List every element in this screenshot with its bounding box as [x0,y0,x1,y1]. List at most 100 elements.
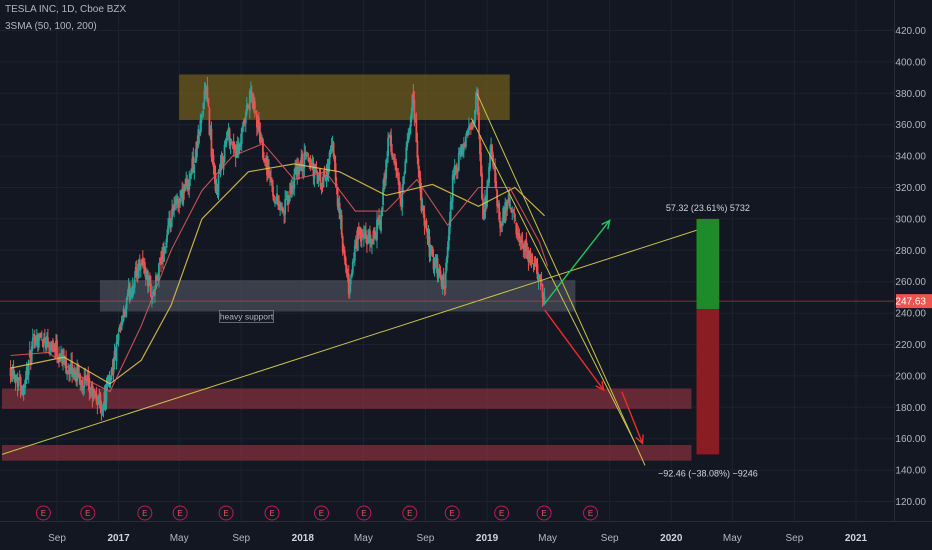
candle-down [321,184,324,188]
candle-up [165,243,167,245]
candle-up [430,245,433,247]
candle-up [131,285,134,297]
price-tick-label: 160.00 [895,434,926,445]
earnings-marker-label: E [588,509,593,518]
candle-down [463,146,466,148]
candle-down [525,240,528,252]
candle-up [132,288,135,290]
candle-up [462,143,465,152]
earnings-marker [583,505,599,521]
candle-up [370,242,372,244]
candle-up [49,347,51,351]
candle-down [26,368,29,376]
price-tick-label: 340.00 [895,152,926,163]
candle-up [225,138,228,143]
candle-up [117,333,120,341]
candle-down [468,125,471,129]
candle-up [197,129,200,146]
candle-up [69,367,72,374]
time-tick-label: May [538,533,557,544]
candle-down [359,228,362,242]
candle-down [343,250,346,260]
candle-up [200,114,203,123]
candle-up [51,343,53,348]
candle-up [401,186,404,208]
candle-down [344,257,347,266]
candle-down [100,406,103,412]
candle-down [91,383,94,399]
candle-down [379,220,381,230]
arrow-head [635,434,644,445]
candle-down [397,177,400,181]
earnings-marker [444,505,460,521]
candle-down [81,379,84,387]
candle-up [459,146,462,157]
candle-up [37,339,40,348]
candle-up [286,195,289,198]
candle-up [167,225,169,235]
candle-down [369,230,371,243]
candle-up [427,234,430,239]
candle-up [98,396,101,404]
candle-up [487,183,489,186]
candle-up [302,167,305,171]
candle-down [319,172,322,187]
candle-up [21,385,24,396]
candle-up [353,245,356,261]
candle-down [390,135,393,152]
candle-up [486,186,488,207]
candle-down [299,163,302,170]
current-price-label: 247.63 [895,297,926,308]
price-tick-label: 200.00 [895,371,926,382]
candle-down [123,310,126,315]
candle-up [180,190,183,196]
candle-down [355,238,358,249]
candle-down [138,259,141,268]
candle-up [13,375,16,382]
candle-up [276,193,278,199]
candle-down [326,166,329,175]
candle-up [403,173,406,175]
candle-up [362,233,365,240]
candle-down [196,140,199,149]
candle-down [61,350,63,360]
measure-loss-label: −92.46 (−38.08%) −9246 [658,468,758,478]
candle-up [435,259,438,267]
candle-down [111,367,114,373]
candle-down [56,339,58,359]
candle-down [282,208,285,212]
candle-up [64,361,66,366]
candle-up [274,202,276,204]
measure-gain-box [696,218,720,310]
candle-up [528,251,531,261]
candle-down [79,374,82,383]
candle-down [527,252,530,262]
candle-down [412,92,415,100]
candle-up [407,136,410,142]
candle-up [296,164,299,176]
earnings-marker [80,505,96,521]
candle-down [207,98,210,106]
candle-down [271,179,273,186]
candle-up [288,195,291,203]
candle-down [505,205,508,212]
candle-down [455,164,458,173]
candle-down [177,199,180,204]
candle-down [533,265,536,267]
candle-up [235,145,238,158]
candle-up [405,147,408,164]
candle-down [183,187,186,193]
price-tick-label: 180.00 [895,403,926,414]
candle-up [62,355,64,363]
candle-up [337,205,340,208]
candle-up [474,110,476,124]
candle-down [210,128,213,157]
candle-down [75,374,78,383]
candle-down [309,158,312,165]
earnings-marker [264,505,280,521]
candle-up [411,94,414,112]
trend-line [470,118,635,443]
candle-up [139,267,142,270]
